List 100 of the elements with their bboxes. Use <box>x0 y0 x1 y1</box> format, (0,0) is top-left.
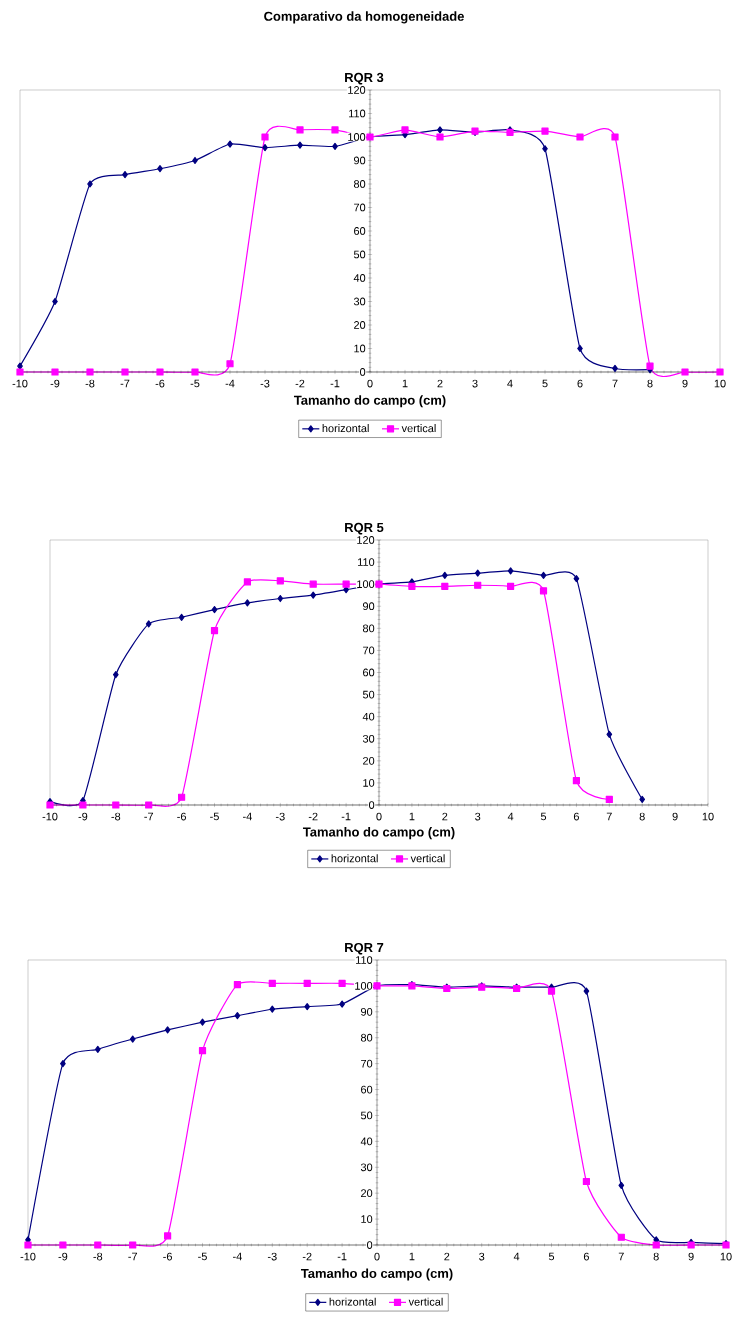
x-tick-label: -9 <box>50 379 60 388</box>
y-tick-label: 110 <box>349 109 366 118</box>
x-tick-label: 5 <box>540 812 547 821</box>
x-tick-label: 3 <box>475 812 481 821</box>
y-tick-label: 50 <box>362 690 375 699</box>
x-tick-label: 6 <box>573 812 579 821</box>
x-tick-label: -3 <box>260 379 270 388</box>
y-tick-label: 50 <box>360 1111 373 1120</box>
legend-label: vertical <box>401 424 436 433</box>
x-tick-label: 2 <box>444 1252 450 1261</box>
y-tick-label: 80 <box>360 1033 373 1042</box>
y-tick-label: 60 <box>361 1085 373 1094</box>
chart-subtitle: RQR 3 <box>345 72 384 85</box>
x-tick-label: -4 <box>243 812 252 821</box>
x-tick-label: 6 <box>583 1252 589 1261</box>
x-tick-label: -6 <box>163 1252 172 1261</box>
x-tick-label: -8 <box>111 812 121 821</box>
legend-label: vertical <box>408 1297 443 1306</box>
x-tick-label: -1 <box>330 379 340 388</box>
x-axis-title: Tamanho do campo (cm) <box>302 827 455 840</box>
y-tick-label: 70 <box>363 646 375 655</box>
chart-title: RQR 5 <box>345 522 384 535</box>
x-tick-label: -1 <box>337 1252 347 1261</box>
x-tick-label: 8 <box>639 812 645 821</box>
x-tick-label: 4 <box>513 1252 520 1261</box>
x-tick-label: -10 <box>20 1252 36 1261</box>
x-tick-label: -7 <box>128 1252 138 1261</box>
y-tick-label: 40 <box>360 1137 373 1146</box>
x-tick-label: -3 <box>275 812 285 821</box>
x-tick-label: -5 <box>190 379 200 388</box>
x-axis-title: Tamanho do campo (cm) <box>293 395 446 408</box>
x-tick-label: 4 <box>507 812 514 821</box>
x-tick-label: -3 <box>267 1252 277 1261</box>
y-tick-label: 50 <box>353 250 366 259</box>
x-tick-label: -10 <box>12 379 28 388</box>
x-tick-label: -8 <box>93 1252 103 1261</box>
y-tick-label: 20 <box>363 756 375 765</box>
x-tick-label: -2 <box>295 379 305 388</box>
x-axis-title: Tamanho do campo (cm) <box>300 1268 453 1281</box>
x-tick-label: 2 <box>437 379 443 388</box>
y-tick-label: 120 <box>348 86 366 94</box>
y-tick-label: 110 <box>358 558 375 566</box>
x-tick-label: 2 <box>442 812 448 821</box>
y-tick-label: 110 <box>356 956 373 964</box>
y-tick-label: 20 <box>354 321 366 329</box>
x-tick-label: -5 <box>210 812 219 821</box>
x-tick-label: 9 <box>688 1252 694 1261</box>
x-tick-label: 1 <box>409 1252 415 1261</box>
y-tick-label: 100 <box>348 133 366 141</box>
x-tick-label: -7 <box>120 379 130 388</box>
x-tick-label: 10 <box>720 1252 732 1261</box>
chart-title: Comparativo da homogeneidade <box>264 11 464 24</box>
x-tick-label: 8 <box>653 1252 659 1261</box>
x-tick-label: 7 <box>618 1252 624 1261</box>
y-tick-label: 90 <box>354 156 366 165</box>
x-tick-label: 10 <box>714 379 726 388</box>
y-tick-label: 40 <box>353 274 366 282</box>
legend-label: horizontal <box>322 424 369 433</box>
y-tick-label: 20 <box>361 1189 373 1198</box>
x-tick-label: 0 <box>376 812 382 821</box>
x-tick-label: -5 <box>198 1252 207 1261</box>
y-tick-label: 10 <box>354 344 366 353</box>
x-tick-label: 6 <box>577 379 583 388</box>
y-tick-label: 60 <box>354 227 366 235</box>
y-tick-label: 80 <box>362 624 375 633</box>
x-tick-label: -4 <box>225 379 235 388</box>
legend-label: horizontal <box>331 854 378 863</box>
y-tick-label: 70 <box>354 203 366 212</box>
y-tick-label: 0 <box>360 368 366 376</box>
x-tick-label: -6 <box>155 379 165 388</box>
y-tick-label: 100 <box>355 982 373 990</box>
x-tick-label: 1 <box>402 379 408 388</box>
y-tick-label: 40 <box>362 712 375 721</box>
x-tick-label: 1 <box>409 812 415 821</box>
y-tick-label: 30 <box>360 1163 373 1172</box>
y-tick-label: 100 <box>357 580 375 589</box>
x-tick-label: -2 <box>308 812 318 821</box>
y-tick-label: 30 <box>353 297 366 306</box>
y-tick-label: 60 <box>363 668 375 677</box>
x-tick-label: -10 <box>42 812 58 821</box>
y-tick-label: 10 <box>363 779 375 787</box>
x-tick-label: 7 <box>612 379 618 388</box>
x-tick-label: -9 <box>58 1252 68 1261</box>
x-tick-label: 3 <box>479 1252 485 1261</box>
x-tick-label: -9 <box>78 812 88 821</box>
x-tick-label: -4 <box>233 1252 242 1261</box>
x-tick-label: 7 <box>606 812 612 821</box>
y-tick-label: 10 <box>361 1215 373 1223</box>
x-tick-label: 3 <box>472 379 478 388</box>
y-tick-label: 80 <box>353 180 366 188</box>
legend-label: vertical <box>410 854 445 863</box>
y-tick-label: 0 <box>367 1241 373 1249</box>
x-tick-label: 8 <box>647 379 653 388</box>
x-tick-label: 9 <box>682 379 688 388</box>
x-tick-label: 10 <box>702 812 714 821</box>
x-tick-label: 5 <box>542 379 548 388</box>
x-tick-label: -1 <box>341 812 351 821</box>
y-tick-label: 0 <box>369 801 375 809</box>
y-tick-label: 70 <box>361 1059 373 1068</box>
chart-title: RQR 7 <box>345 942 384 955</box>
